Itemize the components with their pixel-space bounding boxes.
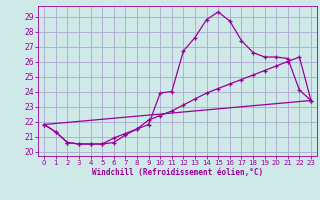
X-axis label: Windchill (Refroidissement éolien,°C): Windchill (Refroidissement éolien,°C): [92, 168, 263, 177]
